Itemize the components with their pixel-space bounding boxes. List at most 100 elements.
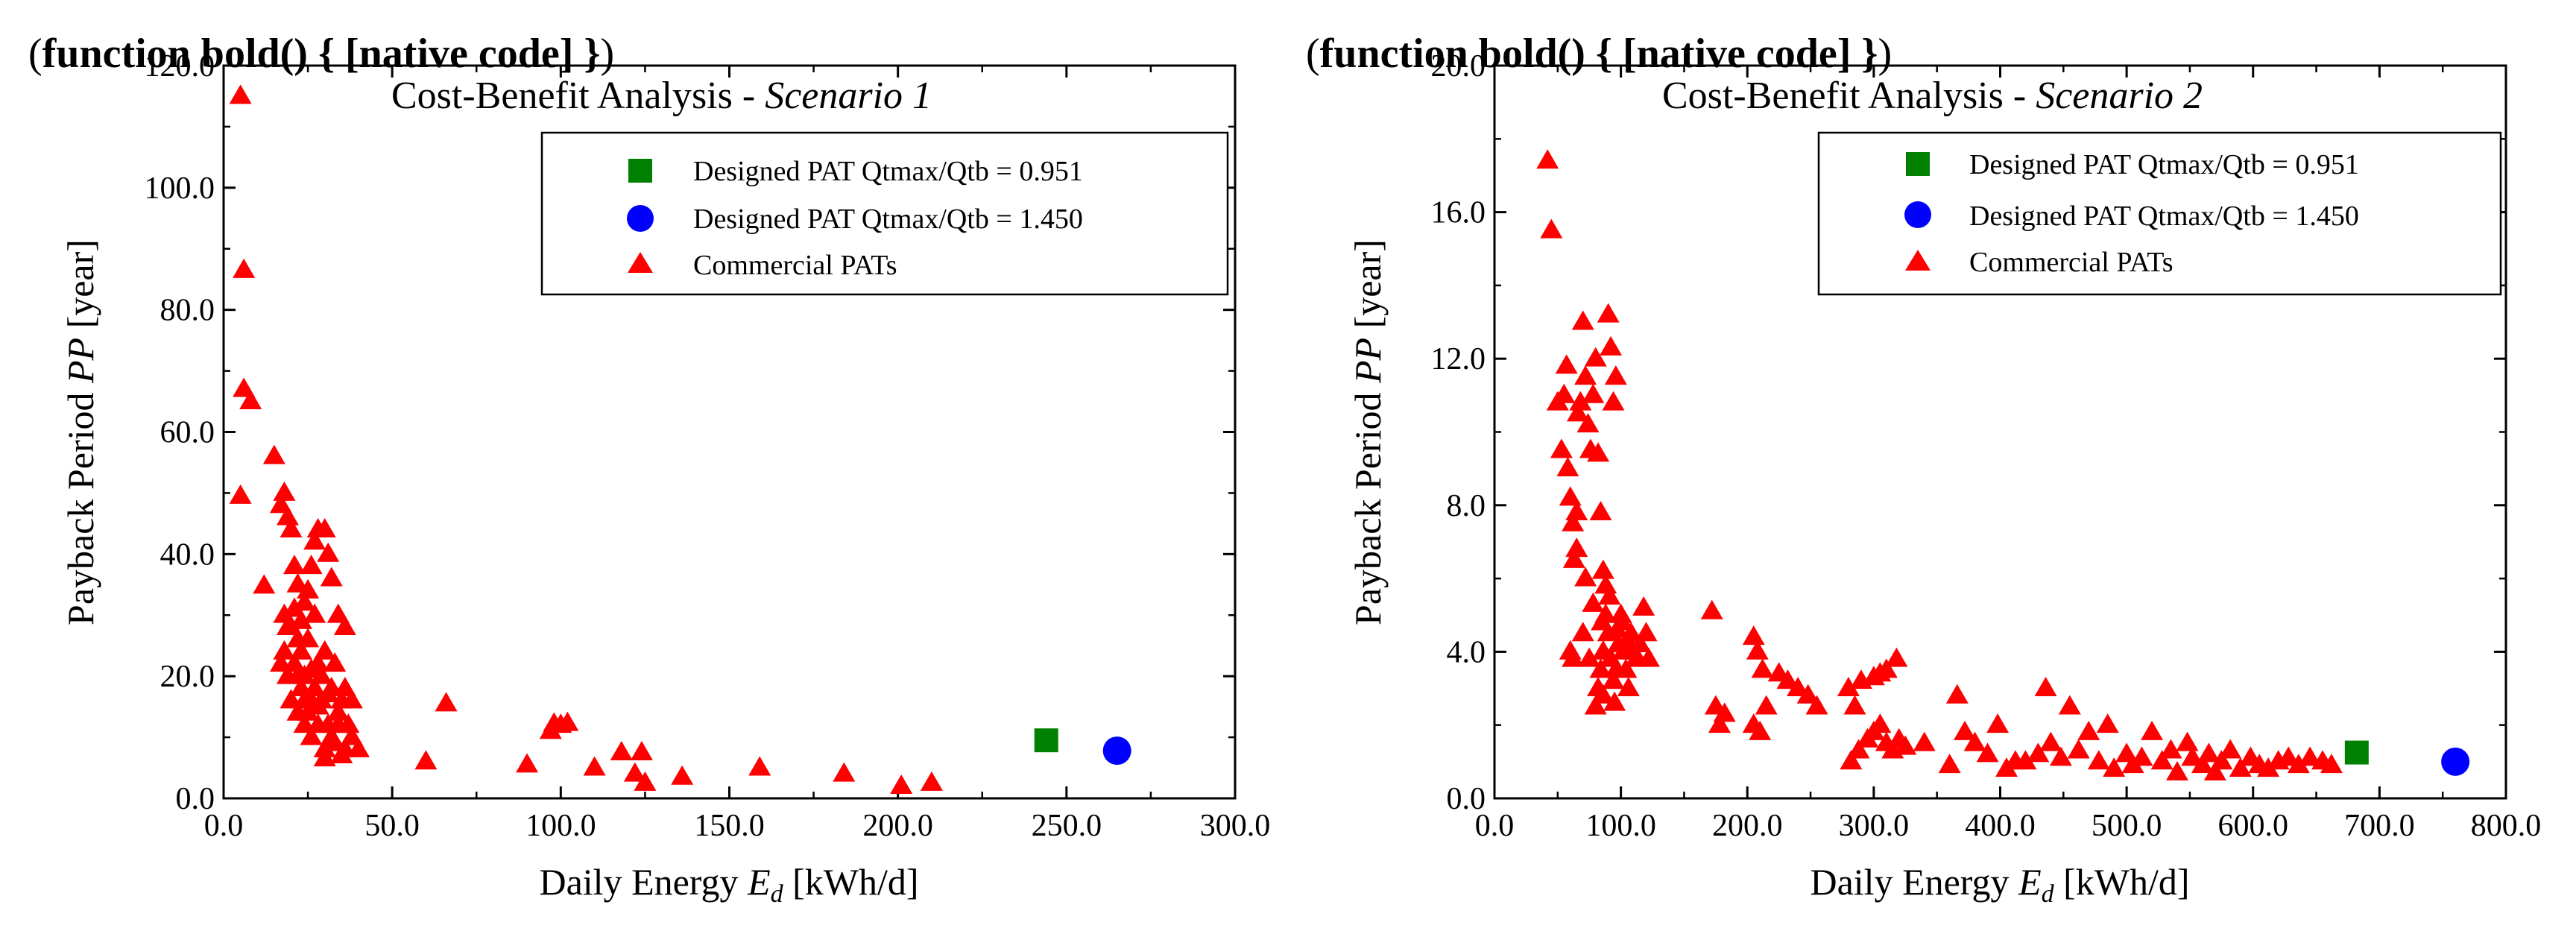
data-point-commercial-pat — [2067, 739, 2090, 759]
data-point-designed-pat-0951 — [1034, 728, 1058, 753]
x-tick-label: 100.0 — [525, 809, 596, 843]
legend-entry-1-a: Designed PAT Qtmax/Qtb = 1.450 — [693, 203, 1083, 235]
data-point-commercial-pat — [1562, 647, 1585, 667]
data-point-commercial-pat — [890, 774, 913, 795]
data-point-commercial-pat — [1746, 640, 1769, 660]
y-axis-title-a: Payback Period PP [year] — [60, 239, 101, 625]
data-point-commercial-pat — [556, 711, 579, 731]
panel-label-b: (function bold() { [native code] }) — [1306, 31, 1892, 77]
x-tick-label: 300.0 — [1839, 809, 1910, 843]
data-point-commercial-pat — [1875, 658, 1898, 678]
data-point-commercial-pat — [1708, 713, 1731, 733]
data-point-commercial-pat — [306, 695, 329, 715]
data-point-commercial-pat — [1598, 585, 1621, 605]
data-point-commercial-pat — [2181, 746, 2204, 766]
data-point-commercial-pat — [317, 542, 340, 562]
data-point-commercial-pat — [1938, 754, 1961, 774]
data-point-commercial-pat — [1796, 684, 1819, 704]
data-point-commercial-pat — [1591, 610, 1614, 631]
data-point-commercial-pat — [623, 762, 646, 782]
data-point-commercial-pat — [2320, 754, 2343, 774]
data-point-commercial-pat — [280, 517, 303, 537]
data-points-b — [1536, 149, 2470, 780]
data-point-commercial-pat — [317, 683, 340, 703]
data-point-commercial-pat — [1536, 149, 1559, 169]
data-point-commercial-pat — [1751, 658, 1774, 678]
data-point-commercial-pat — [2058, 695, 2081, 715]
data-point-commercial-pat — [1616, 629, 1639, 649]
data-point-commercial-pat — [1869, 713, 1892, 733]
data-point-commercial-pat — [1584, 695, 1607, 715]
data-point-commercial-pat — [1614, 658, 1638, 678]
data-point-commercial-pat — [1578, 647, 1601, 667]
data-point-commercial-pat — [1602, 669, 1625, 690]
data-point-commercial-pat — [435, 692, 458, 712]
data-point-commercial-pat — [2039, 731, 2062, 751]
data-point-commercial-pat — [300, 725, 323, 745]
data-point-commercial-pat — [239, 389, 262, 409]
x-tick-label: 0.0 — [1475, 809, 1515, 843]
legend-box-b — [1817, 131, 2502, 296]
ticks-b — [1493, 64, 2507, 800]
data-point-commercial-pat — [583, 756, 606, 776]
x-tick-label: 200.0 — [1712, 809, 1783, 843]
chart-title-b: Cost-Benefit Analysis - Scenario 2 — [1662, 75, 2203, 117]
data-point-commercial-pat — [1700, 599, 1723, 619]
panel-label-a: (function bold() { [native code] }) — [28, 31, 614, 77]
y-tick-label: 12.0 — [1431, 342, 1486, 376]
data-point-commercial-pat — [1566, 402, 1589, 422]
data-point-commercial-pat — [1565, 537, 1588, 558]
data-point-commercial-pat — [1603, 691, 1626, 711]
data-point-commercial-pat — [313, 517, 336, 537]
data-point-commercial-pat — [323, 652, 347, 672]
ticks-a — [222, 64, 1237, 800]
legend-marker-triangle-a — [628, 252, 653, 273]
data-point-commercial-pat — [310, 664, 333, 684]
data-point-commercial-pat — [1591, 559, 1614, 579]
data-point-commercial-pat — [1749, 720, 1772, 740]
y-tick-label: 0.0 — [176, 782, 215, 816]
data-point-commercial-pat — [2219, 739, 2242, 759]
legend-entry-2-b: Commercial PATs — [1969, 247, 2174, 278]
data-point-commercial-pat — [1713, 702, 1736, 722]
data-point-commercial-pat — [300, 658, 323, 678]
data-point-commercial-pat — [634, 771, 657, 791]
data-point-commercial-pat — [1587, 442, 1610, 462]
data-point-commercial-pat — [2103, 757, 2126, 777]
data-point-commercial-pat — [1913, 731, 1936, 751]
data-point-commercial-pat — [1945, 684, 1969, 704]
data-point-commercial-pat — [2027, 742, 2050, 763]
data-point-commercial-pat — [2277, 746, 2300, 766]
data-point-commercial-pat — [282, 555, 306, 575]
data-point-commercial-pat — [2096, 713, 2119, 733]
x-tick-label: 800.0 — [2471, 809, 2542, 843]
data-point-commercial-pat — [229, 484, 252, 504]
data-point-commercial-pat — [1604, 365, 1627, 385]
data-point-commercial-pat — [276, 616, 299, 636]
data-point-commercial-pat — [920, 771, 943, 791]
y-tick-label: 100.0 — [145, 171, 215, 206]
y-axis-title-b: Payback Period PP [year] — [1347, 239, 1389, 625]
data-point-commercial-pat — [1840, 750, 1863, 770]
x-tick-label: 600.0 — [2218, 809, 2289, 843]
data-point-commercial-pat — [1553, 383, 1576, 403]
data-point-designed-pat-0951 — [2344, 740, 2369, 765]
data-point-commercial-pat — [330, 744, 353, 764]
panel-a: (function bold() { [native code] }) 0.0 5… — [28, 31, 1270, 908]
y-tick-label: 40.0 — [160, 537, 215, 572]
data-point-commercial-pat — [1602, 391, 1625, 411]
data-point-commercial-pat — [2287, 754, 2310, 774]
data-point-commercial-pat — [1571, 310, 1594, 330]
chart-title-a: Cost-Benefit Analysis - Scenario 1 — [391, 75, 932, 117]
data-point-commercial-pat — [1597, 303, 1620, 323]
x-tick-label: 50.0 — [364, 809, 420, 843]
data-point-commercial-pat — [1569, 391, 1592, 411]
data-point-commercial-pat — [2299, 746, 2322, 766]
data-point-commercial-pat — [2203, 760, 2226, 780]
data-point-commercial-pat — [317, 713, 340, 733]
y-tick-label: 120.0 — [145, 49, 215, 83]
data-point-commercial-pat — [1637, 647, 1660, 667]
legend-box-a — [540, 131, 1229, 296]
x-tick-label: 400.0 — [1965, 809, 2036, 843]
data-point-commercial-pat — [630, 740, 653, 760]
